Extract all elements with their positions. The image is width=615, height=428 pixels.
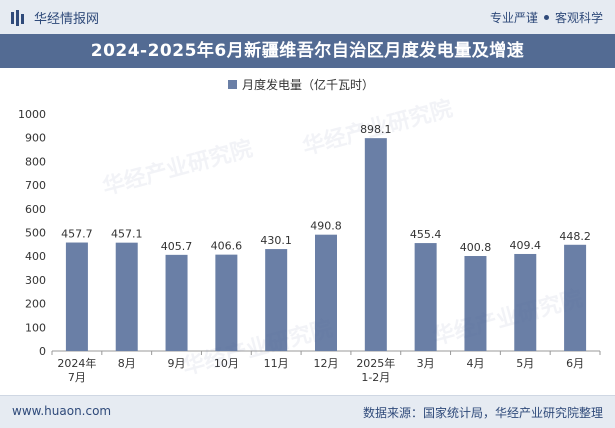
y-tick-label: 200 [25,298,46,311]
x-tick-label: 3月 [417,357,435,370]
x-tick-label: 6月 [566,357,584,370]
y-tick-label: 600 [25,203,46,216]
bar [564,244,587,351]
bar-chart: 月度发电量（亿千瓦时） 0 100 200 300 400 500 600 700 800 900 1… [18,77,601,384]
tagline-right: 客观科学 [554,11,603,25]
x-tick-label: 9月 [168,357,186,370]
brand-name: 华经情报网 [34,12,100,27]
bar [65,242,88,351]
data-label: 490.8 [310,220,342,233]
data-label: 455.4 [410,228,442,241]
legend-swatch [228,80,237,89]
y-tick-label: 400 [25,250,46,263]
bar [115,242,138,351]
data-label: 457.7 [61,228,93,241]
y-tick-label: 1000 [18,108,46,121]
bar [464,256,487,351]
data-label: 457.1 [111,228,143,241]
data-label: 448.2 [559,230,591,243]
y-tick-label: 300 [25,274,46,287]
footer-url[interactable]: www.huaon.com [12,404,112,418]
data-label: 430.1 [260,234,292,247]
legend-label: 月度发电量（亿千瓦时） [242,77,374,92]
x-tick-label: 5月 [516,357,534,370]
x-tick-label: 4月 [466,357,484,370]
bar [414,243,437,351]
bar [215,254,238,351]
bar [364,138,387,351]
header-bar: 华经情报网 专业严谨 客观科学 [0,0,615,35]
chart-title: 2024-2025年6月新疆维吾尔自治区月度发电量及增速 [0,34,615,68]
y-tick-label: 500 [25,227,46,240]
brand[interactable]: 华经情报网 [10,8,99,27]
x-tick-label: 2024年 [57,356,96,370]
bar [315,234,337,351]
tagline: 专业严谨 客观科学 [490,9,603,26]
y-tick-label: 0 [39,345,46,358]
data-label: 898.1 [360,123,392,136]
x-tick-label: 1-2月 [361,371,390,384]
x-tick-label: 12月 [314,357,339,370]
y-tick-label: 100 [25,321,46,334]
bar [165,254,188,351]
x-tick-label: 10月 [214,357,239,370]
y-tick-label: 900 [25,132,46,145]
data-label: 409.4 [510,239,542,252]
footer-source: 数据来源：国家统计局，华经产业研究院整理 [362,406,603,420]
bar [514,253,537,351]
logo-icon [11,9,24,26]
data-label: 400.8 [460,241,492,254]
tagline-left: 专业严谨 [489,11,538,25]
dot-icon [543,15,549,20]
x-tick-label: 8月 [118,357,136,370]
x-tick-label: 7月 [68,371,86,384]
y-tick-label: 800 [25,155,46,168]
x-tick-label: 2025年 [356,356,395,370]
bar [265,249,288,351]
data-label: 406.6 [211,240,243,253]
y-tick-label: 700 [25,179,46,192]
x-tick-label: 11月 [264,357,289,370]
data-label: 405.7 [161,240,193,253]
footer-bar: www.huaon.com 数据来源：国家统计局，华经产业研究院整理 [0,395,615,428]
